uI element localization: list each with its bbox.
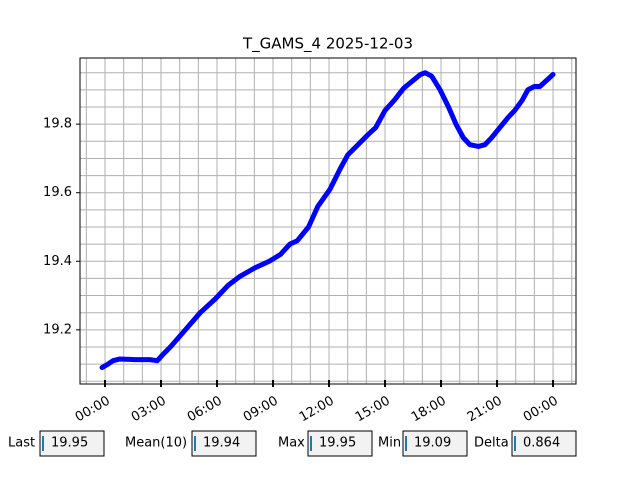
- y-tick-label: 19.2: [43, 322, 72, 337]
- readout-label: Last: [8, 436, 35, 451]
- readout-value: 19.09: [414, 436, 451, 451]
- readout-label: Max: [278, 436, 305, 451]
- y-tick-label: 19.6: [43, 185, 72, 200]
- readout-box: [307, 430, 373, 457]
- readout-label: Delta: [474, 436, 509, 451]
- y-tick-label: 19.8: [43, 117, 72, 132]
- plot-frame: [79, 57, 577, 385]
- readout-box: [511, 430, 577, 457]
- readout-box: [402, 430, 468, 457]
- readout-value: 19.94: [203, 436, 240, 451]
- readout-label: Mean(10): [125, 436, 187, 451]
- readout-box: [39, 430, 105, 457]
- chart-title: T_GAMS_4 2025-12-03: [242, 35, 413, 54]
- y-tick-label: 19.4: [43, 254, 72, 269]
- readout-box: [191, 430, 257, 457]
- readout-label: Min: [378, 436, 401, 451]
- readout-value: 0.864: [523, 436, 560, 451]
- readout-value: 19.95: [319, 436, 356, 451]
- data-line: [99, 70, 556, 371]
- readout-value: 19.95: [51, 436, 88, 451]
